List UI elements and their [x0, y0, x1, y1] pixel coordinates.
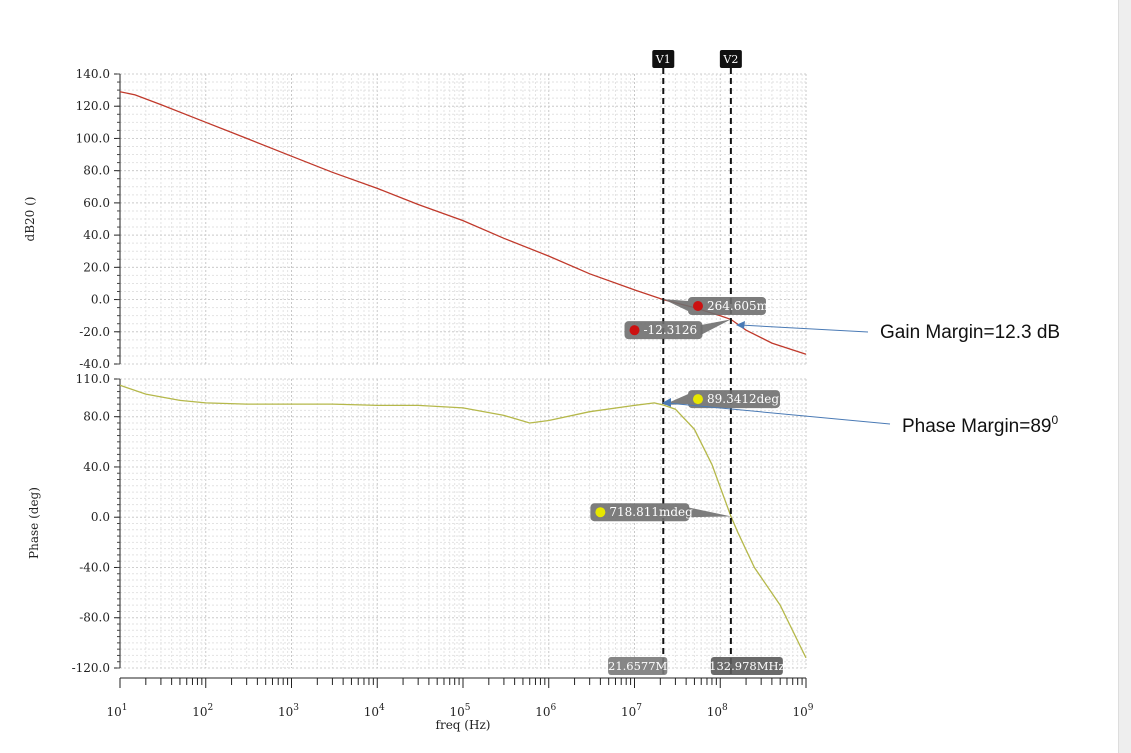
gain-margin-arrowhead: [736, 321, 745, 329]
y-tick-label: 40.0: [83, 460, 110, 474]
axes-layer: 140.0 120.0 100.0 80.0 60.0 40.0 20.0 0.0 -20.0 -…: [23, 67, 121, 675]
phase-curve: [119, 384, 807, 659]
gain-margin-arrow: [739, 324, 869, 333]
x-tick-exponent: 7: [636, 703, 642, 713]
y-axis-label: dB20 (): [23, 197, 37, 242]
y-tick-label: 140.0: [76, 67, 110, 81]
marker-callout: [687, 297, 766, 315]
y-tick-label: -20.0: [79, 325, 110, 339]
vertical-scrollbar[interactable]: [1118, 0, 1131, 753]
marker-value: 264.605m: [707, 299, 769, 313]
phase-margin-superscript: 0: [1051, 413, 1058, 427]
x-tick-label: 108: [707, 703, 728, 719]
y-tick-label: -40.0: [79, 560, 110, 574]
marker-value: 718.811mdeg: [609, 505, 693, 519]
cursor-label: V1: [655, 53, 671, 66]
marker-pointer: [700, 319, 731, 336]
y-tick-label: 120.0: [76, 99, 110, 113]
x-tick-exponent: 8: [722, 703, 728, 713]
y-tick-label: 60.0: [83, 196, 110, 210]
x-tick-base: 10: [106, 705, 121, 719]
marker-dot: [595, 507, 606, 518]
annotation-layer: Gain Margin=12.3 dB Phase Margin=890: [662, 321, 1060, 437]
gain-margin-annotation: Gain Margin=12.3 dB: [880, 322, 1060, 343]
x-tick-label: 104: [364, 703, 385, 719]
y-tick-label: 40.0: [83, 228, 110, 242]
marker-pointer: [687, 507, 731, 518]
y-axis-label: Phase (deg): [27, 487, 41, 559]
grid-layer: [119, 73, 807, 669]
x-tick-exponent: 4: [379, 703, 385, 713]
y-tick-label: 0.0: [91, 510, 110, 524]
phase-margin-annotation: Phase Margin=890: [902, 413, 1058, 437]
marker-dot: [629, 325, 640, 336]
x-tick-exponent: 6: [551, 703, 557, 713]
cursor-readout-bg: [608, 657, 668, 675]
x-tick-exponent: 2: [208, 703, 214, 713]
x-tick-label: 103: [278, 703, 299, 719]
phase-margin-arrow: [666, 402, 891, 425]
y-tick-label: 0.0: [91, 293, 110, 307]
x-tick-base: 10: [792, 705, 807, 719]
marker-pointer: [663, 394, 688, 405]
cursor-tag-v2: [719, 50, 742, 68]
series-layer: [119, 91, 807, 659]
marker-callout: [687, 390, 780, 409]
x-axis-label: freq (Hz): [436, 718, 491, 732]
y-tick-label: -120.0: [72, 661, 110, 675]
x-tick-exponent: 1: [122, 703, 128, 713]
cursor-readout: 21.6577M: [608, 659, 668, 673]
y-tick-label: 80.0: [83, 164, 110, 178]
x-tick-base: 10: [192, 705, 207, 719]
x-tick-label: 105: [449, 703, 470, 719]
x-tick-base: 10: [621, 705, 636, 719]
gain-curve: [119, 91, 807, 355]
x-tick-base: 10: [707, 705, 722, 719]
phase-margin-arrowhead: [662, 398, 671, 407]
x-tick-base: 10: [364, 705, 379, 719]
marker-pointer: [663, 299, 688, 311]
marker-dot: [692, 394, 703, 405]
x-tick-base: 10: [278, 705, 293, 719]
x-tick-exponent: 9: [808, 703, 814, 713]
marker-callout: [590, 503, 690, 522]
marker-layer: 264.605m -12.3126 89.3412deg 718.811mdeg: [590, 297, 780, 522]
marker-value: -12.3126: [644, 323, 698, 337]
x-tick-base: 10: [535, 705, 550, 719]
cursor-tag-v1: [652, 50, 675, 68]
y-tick-label: 110.0: [76, 372, 110, 386]
x-tick-label: 106: [535, 703, 556, 719]
y-tick-label: 80.0: [83, 410, 110, 424]
cursor-readout: 132.978MHz: [709, 659, 784, 673]
y-tick-label: -40.0: [79, 357, 110, 371]
cursor-layer[interactable]: V1 21.6577M V2 132.978MHz: [608, 50, 785, 678]
x-tick-label: 102: [192, 703, 213, 719]
y-tick-label: 100.0: [76, 131, 110, 145]
x-tick-label: 107: [621, 703, 642, 719]
cursor-readout-bg: [710, 657, 783, 675]
y-tick-label: -80.0: [79, 611, 110, 625]
x-tick-exponent: 5: [465, 703, 471, 713]
marker-callout: [624, 321, 703, 340]
x-tick-label: 101: [106, 703, 127, 719]
marker-dot: [692, 301, 703, 311]
cursor-label: V2: [722, 53, 738, 66]
x-tick-label: 109: [792, 703, 813, 719]
x-tick-exponent: 3: [293, 703, 299, 713]
phase-margin-text: Phase Margin=89: [902, 416, 1051, 437]
x-tick-base: 10: [449, 705, 464, 719]
marker-value: 89.3412deg: [707, 392, 779, 406]
y-tick-label: 20.0: [83, 260, 110, 274]
